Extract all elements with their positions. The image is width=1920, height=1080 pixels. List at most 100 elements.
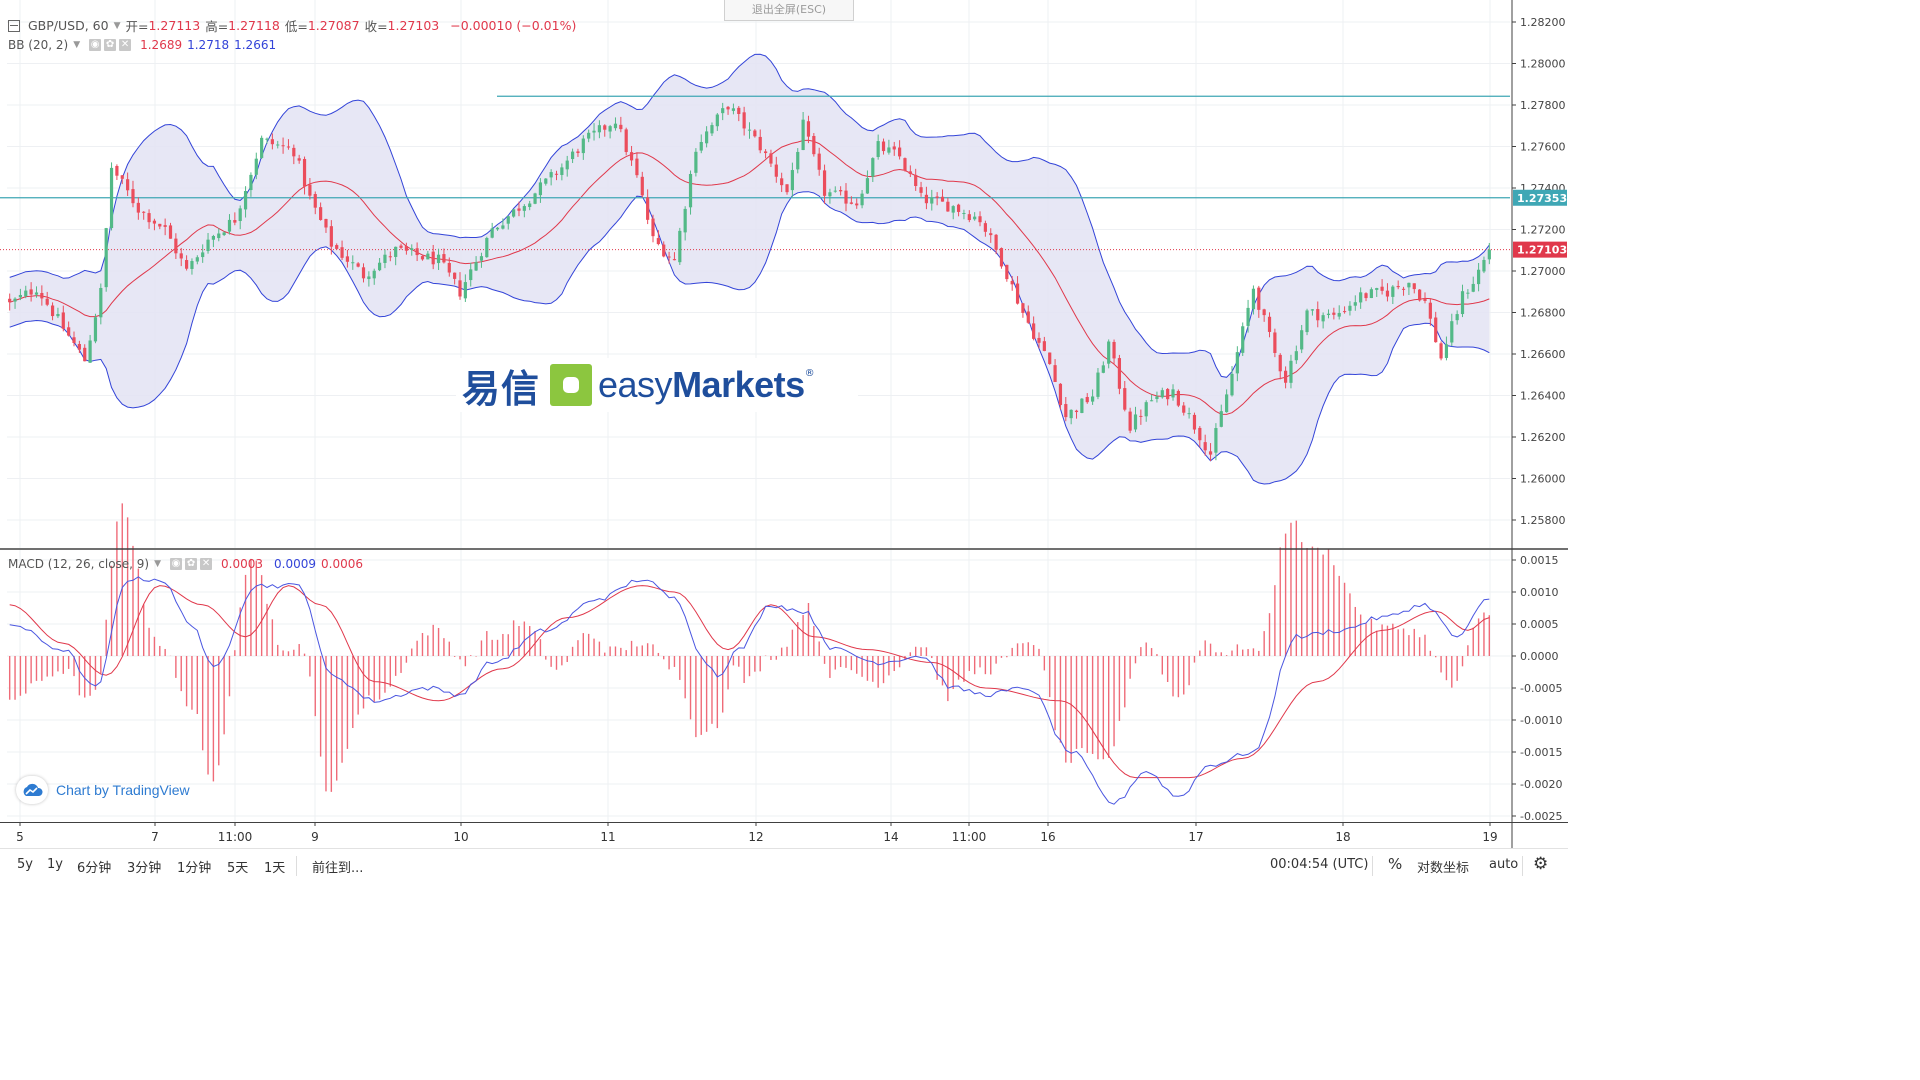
exit-fullscreen-button[interactable]: 退出全屏(ESC): [724, 0, 854, 21]
candle[interactable]: [152, 218, 157, 231]
candle[interactable]: [126, 172, 130, 196]
candle[interactable]: [1037, 332, 1041, 349]
candle[interactable]: [1423, 292, 1427, 304]
candle[interactable]: [592, 123, 596, 141]
candle[interactable]: [1460, 284, 1465, 318]
candle[interactable]: [753, 129, 757, 138]
candle[interactable]: [683, 206, 687, 241]
candle[interactable]: [24, 285, 28, 299]
candle[interactable]: [1123, 380, 1127, 412]
candle[interactable]: [554, 170, 559, 181]
candle[interactable]: [56, 307, 60, 319]
candle[interactable]: [463, 274, 467, 302]
candle[interactable]: [77, 340, 81, 353]
candle[interactable]: [45, 291, 49, 307]
candle[interactable]: [678, 227, 682, 265]
candle[interactable]: [522, 204, 526, 218]
candle[interactable]: [758, 129, 762, 154]
candle[interactable]: [1198, 426, 1202, 448]
candle[interactable]: [195, 255, 199, 265]
candle[interactable]: [656, 230, 660, 246]
candle[interactable]: [479, 252, 484, 268]
candle[interactable]: [544, 178, 548, 186]
candle[interactable]: [1251, 285, 1256, 315]
candle[interactable]: [1149, 394, 1154, 402]
candle[interactable]: [1391, 285, 1395, 305]
candle[interactable]: [297, 154, 301, 164]
candle[interactable]: [887, 139, 891, 155]
candle[interactable]: [1450, 313, 1454, 347]
range-5d[interactable]: 5天: [227, 861, 249, 876]
candle[interactable]: [640, 171, 644, 198]
collapse-icon[interactable]: [8, 19, 20, 32]
candle[interactable]: [1171, 384, 1175, 401]
candle[interactable]: [1300, 324, 1304, 354]
candle[interactable]: [822, 164, 827, 204]
candle[interactable]: [587, 129, 591, 143]
candle[interactable]: [1139, 409, 1143, 425]
candle[interactable]: [243, 186, 248, 218]
candle[interactable]: [399, 243, 403, 250]
candle[interactable]: [1444, 336, 1449, 361]
candle[interactable]: [1401, 286, 1406, 296]
candle[interactable]: [876, 134, 880, 160]
candle[interactable]: [485, 236, 489, 258]
candle[interactable]: [930, 189, 934, 211]
gear-icon[interactable]: ✿: [185, 558, 198, 570]
candle[interactable]: [1359, 287, 1363, 309]
candle[interactable]: [1187, 407, 1191, 419]
candle[interactable]: [29, 282, 33, 302]
candle[interactable]: [737, 106, 741, 122]
candle[interactable]: [340, 240, 344, 261]
candle[interactable]: [1348, 301, 1352, 316]
candle[interactable]: [1439, 341, 1443, 361]
range-6min[interactable]: 6分钟: [77, 861, 112, 876]
candle[interactable]: [179, 247, 183, 267]
candle[interactable]: [292, 144, 296, 165]
candle[interactable]: [796, 148, 800, 174]
candle[interactable]: [1096, 368, 1100, 400]
candle[interactable]: [367, 271, 371, 287]
candle[interactable]: [67, 321, 71, 337]
gear-icon[interactable]: ✿: [104, 39, 117, 51]
candle[interactable]: [184, 255, 189, 271]
candle[interactable]: [694, 148, 698, 177]
candle[interactable]: [1182, 402, 1186, 416]
candle[interactable]: [839, 186, 843, 196]
candle[interactable]: [1112, 339, 1116, 365]
candle[interactable]: [426, 250, 430, 260]
candle[interactable]: [1080, 398, 1084, 414]
candle[interactable]: [249, 172, 253, 197]
candle[interactable]: [313, 191, 317, 215]
candle[interactable]: [329, 220, 333, 255]
candle[interactable]: [88, 334, 92, 363]
candle[interactable]: [474, 256, 478, 272]
candle[interactable]: [147, 209, 151, 229]
candle[interactable]: [104, 227, 108, 292]
candle[interactable]: [560, 163, 564, 181]
candle[interactable]: [951, 205, 955, 220]
candle[interactable]: [1005, 264, 1009, 282]
candle[interactable]: [871, 157, 875, 182]
candle[interactable]: [394, 246, 398, 266]
candle[interactable]: [115, 164, 119, 181]
candle[interactable]: [431, 244, 435, 270]
candle[interactable]: [1058, 383, 1063, 410]
candle[interactable]: [1466, 289, 1470, 299]
candle[interactable]: [512, 209, 516, 218]
tradingview-credit[interactable]: Chart by TradingView: [16, 776, 190, 804]
candle[interactable]: [174, 233, 178, 260]
candle[interactable]: [1166, 387, 1170, 406]
candle[interactable]: [1107, 339, 1111, 369]
symbol-label[interactable]: GBP/USD, 60: [28, 18, 109, 33]
candle[interactable]: [1128, 407, 1132, 434]
candle[interactable]: [570, 148, 575, 164]
candle[interactable]: [1332, 307, 1336, 320]
gear-icon[interactable]: ⚙: [1533, 854, 1549, 874]
macd-name[interactable]: MACD (12, 26, close, 9): [8, 557, 150, 571]
candle[interactable]: [1133, 406, 1138, 433]
candle[interactable]: [1208, 443, 1213, 462]
candle[interactable]: [1476, 263, 1481, 292]
candle[interactable]: [61, 305, 65, 332]
candle[interactable]: [989, 228, 993, 243]
